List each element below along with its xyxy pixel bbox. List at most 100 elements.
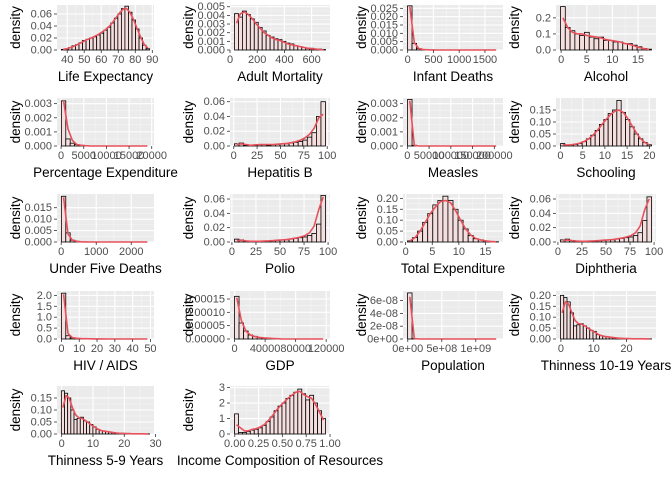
y-axis-title: density — [181, 293, 196, 336]
histogram-bar — [103, 29, 108, 51]
y-tick-label: 0.00000 — [185, 334, 225, 346]
histogram-bar — [265, 34, 271, 51]
y-tick-label: 2 — [219, 398, 225, 410]
histogram-bar — [311, 233, 317, 243]
panel-thinness-10-19-years: 0 10 20 0.000.050.100.150.20 Thinness 10-19 … — [507, 290, 672, 373]
y-tick-label: 0.00 — [31, 45, 52, 57]
x-tick-label: 25 — [250, 246, 262, 258]
y-tick-label: 1.5 — [37, 301, 52, 313]
x-tick-label: 2000 — [119, 246, 143, 258]
panel-background — [403, 98, 503, 146]
y-tick-label: 0.002 — [370, 112, 398, 124]
y-tick-label: 0.003 — [370, 98, 398, 110]
y-tick-label: 0.001 — [24, 126, 52, 138]
histogram-bar — [320, 101, 326, 147]
y-tick-label: 0.000 — [197, 45, 225, 57]
histogram-bar — [628, 236, 634, 243]
x-tick-label: 5 — [429, 246, 435, 258]
x-tick-label: 50 — [274, 246, 286, 258]
histogram-bar — [273, 410, 279, 435]
x-tick-label: 1.00 — [319, 438, 340, 450]
histogram-bar — [564, 27, 571, 51]
x-tick-label: 25 — [251, 150, 263, 162]
panel-life-expectancy: 40 50 60 70 80 90 0.000.020.040.06 Life Expecta… — [8, 5, 158, 84]
x-tick-label: 25 — [576, 246, 588, 258]
x-axis-title: Income Composition of Resources — [177, 453, 384, 468]
y-tick-label: 0.00015 — [185, 294, 225, 306]
histogram-bar — [612, 41, 619, 51]
histogram-bar — [70, 409, 75, 435]
histogram-bar — [306, 235, 313, 243]
histogram-bar — [297, 388, 303, 435]
histogram-bar — [301, 393, 307, 435]
histogram-bar — [245, 431, 251, 435]
x-tick-label: 1500 — [473, 54, 497, 66]
x-tick-label: 0.50 — [272, 438, 293, 450]
histogram-bar — [623, 237, 630, 243]
x-tick-label: 0 — [403, 246, 409, 258]
y-tick-label: 0.06 — [204, 194, 225, 206]
x-tick-label: 30 — [109, 343, 121, 355]
y-tick-label: 0.000 — [24, 141, 52, 153]
y-axis-title: density — [8, 100, 23, 143]
histogram-bar — [60, 390, 65, 435]
y-tick-label: 0.00 — [31, 429, 52, 441]
histogram-bar — [579, 35, 585, 51]
histogram-bar — [242, 10, 247, 51]
x-tick-label: 1000 — [447, 54, 471, 66]
y-tick-label: 0.10 — [530, 312, 551, 324]
x-axis-title: Life Expectancy — [58, 69, 154, 84]
histogram-bar — [407, 240, 413, 243]
histogram-bar — [238, 432, 243, 435]
x-tick-label: 600 — [302, 54, 320, 66]
histogram-bar — [632, 235, 639, 243]
y-tick-label: 1 — [219, 413, 225, 425]
panel-polio: 0 25 50 75 100 0.00 0.02 0.04 0.06 Polio density — [181, 194, 337, 276]
histogram-bar — [574, 33, 581, 51]
x-tick-label: 75 — [298, 246, 310, 258]
x-tick-label: 5e+08 — [426, 343, 457, 355]
histogram-bar — [289, 394, 295, 435]
x-axis-title: Total Expenditure — [401, 261, 505, 276]
x-tick-label: 40000 — [250, 343, 281, 355]
y-axis-title: density — [8, 6, 23, 49]
density-line — [236, 390, 325, 432]
x-tick-label: 0 — [557, 150, 563, 162]
histogram-bar — [128, 11, 133, 51]
histogram-bar — [83, 420, 87, 435]
histogram-bar — [65, 335, 71, 340]
panel-hepatitis-b: 0 25 50 75 100 0.00 0.02 0.04 0.06 Hepatitis B den… — [181, 96, 336, 180]
y-tick-label: 0.002 — [197, 27, 225, 39]
y-tick-label: 0.04 — [204, 111, 225, 123]
y-tick-label: 0.04 — [31, 21, 52, 33]
histogram-bar — [285, 397, 291, 435]
histogram-bar — [145, 48, 151, 51]
y-tick-label: 0.1 — [536, 28, 551, 40]
y-tick-label: 0.00 — [530, 237, 551, 249]
y-axis-title: density — [181, 6, 196, 49]
histogram-bar — [306, 136, 313, 147]
histogram-bar — [607, 39, 614, 51]
histogram-bar — [269, 416, 275, 435]
x-tick-label: 10 — [606, 54, 618, 66]
histogram-bar — [92, 36, 98, 51]
y-axis-title: density — [8, 388, 23, 431]
y-tick-label: 0.000 — [370, 45, 398, 57]
x-tick-label: 0.00 — [224, 438, 245, 450]
x-tick-label: 15 — [632, 54, 644, 66]
x-tick-label: 50 — [78, 54, 90, 66]
panel-thinness-5-9-years: 0 10 20 30 0.000.050.100.15 Thinness 5-9 Year… — [8, 386, 164, 468]
x-tick-label: 5000 — [72, 150, 96, 162]
histogram-bar — [573, 325, 578, 340]
y-axis-title: density — [8, 196, 23, 239]
x-axis-title: Hepatitis B — [247, 165, 312, 180]
y-tick-label: 0.002 — [24, 112, 52, 124]
y-tick-label: 0.2 — [536, 12, 551, 24]
x-tick-label: 100 — [319, 246, 337, 258]
x-axis-title: Measles — [428, 165, 479, 180]
x-tick-label: 100000 — [432, 150, 469, 162]
x-tick-label: 0 — [558, 54, 564, 66]
y-tick-label: 0.15 — [530, 301, 551, 313]
density-line — [236, 196, 324, 243]
x-tick-label: 0.25 — [248, 438, 269, 450]
